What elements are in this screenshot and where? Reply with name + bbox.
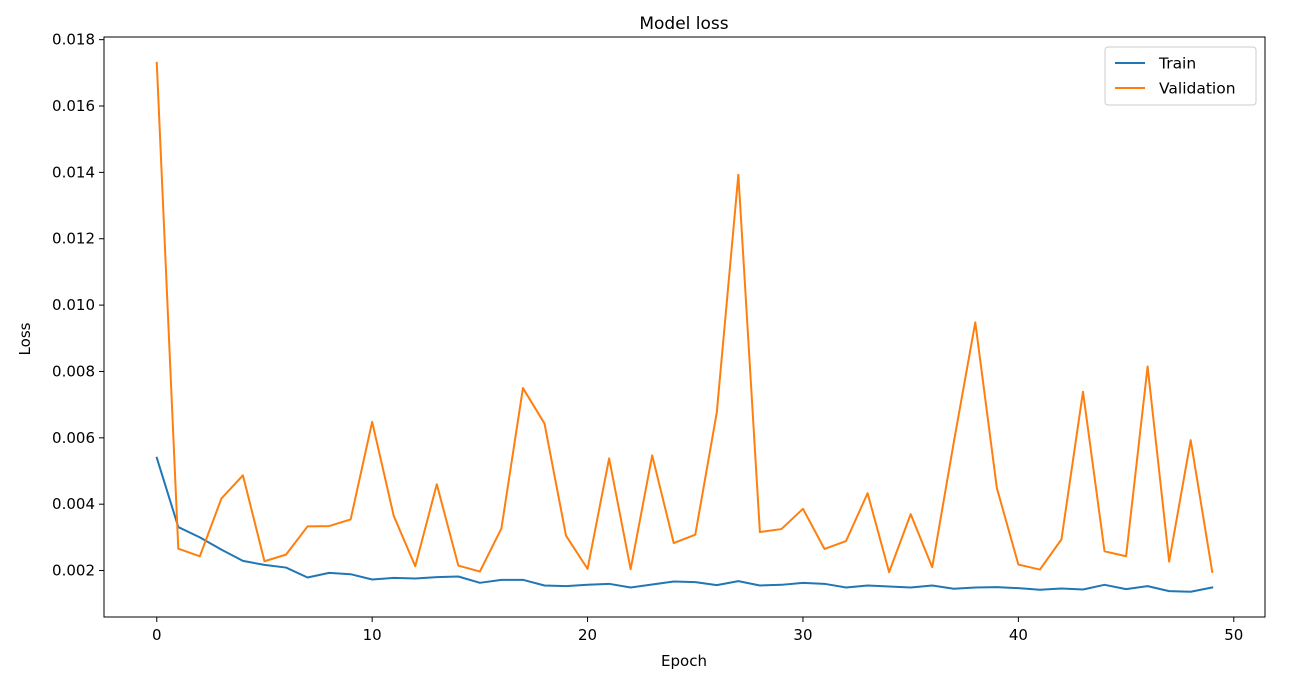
x-tick-label: 20 [578, 626, 597, 644]
x-tick-label: 30 [793, 626, 812, 644]
y-tick-label: 0.004 [52, 495, 95, 513]
y-tick-label: 0.010 [52, 296, 95, 314]
y-axis: 0.002 0.004 0.006 0.008 0.010 0.012 0.014 0.016… [52, 31, 104, 580]
y-axis-label: Loss [16, 322, 34, 355]
series-line-validation [155, 61, 1214, 574]
x-tick-label: 0 [152, 626, 162, 644]
y-tick-label: 0.016 [52, 97, 95, 115]
y-tick-label: 0.014 [52, 163, 95, 181]
legend-label-validation: Validation [1159, 80, 1236, 98]
x-tick-label: 50 [1224, 626, 1243, 644]
legend-label-train: Train [1158, 55, 1196, 73]
series-line-train [155, 456, 1214, 593]
x-axis: 0 10 20 30 40 50 [152, 617, 1243, 644]
chart-title: Model loss [639, 14, 728, 34]
plot-frame [103, 36, 1266, 618]
x-axis-label: Epoch [661, 652, 707, 670]
legend: Train Validation [1104, 46, 1257, 106]
x-tick-label: 10 [363, 626, 382, 644]
y-tick-label: 0.006 [52, 429, 95, 447]
y-tick-label: 0.018 [52, 31, 95, 49]
y-tick-label: 0.012 [52, 230, 95, 248]
legend-box [1104, 46, 1257, 106]
y-tick-label: 0.008 [52, 362, 95, 380]
x-tick-label: 40 [1009, 626, 1028, 644]
plot-area [155, 61, 1214, 593]
y-tick-label: 0.002 [52, 562, 95, 580]
